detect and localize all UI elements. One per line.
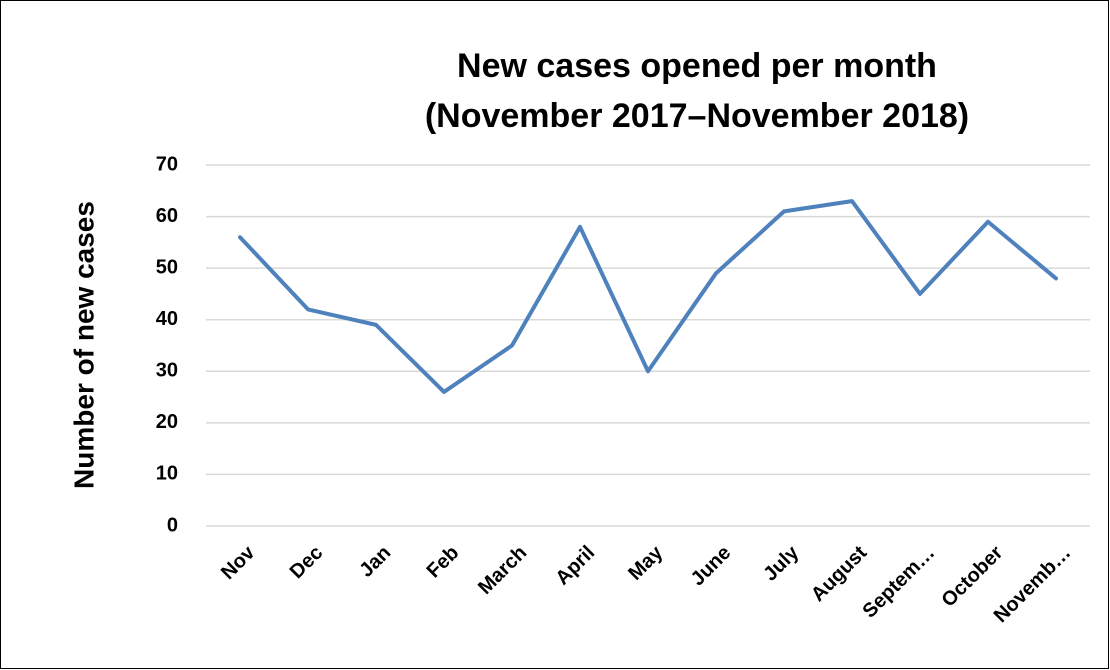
y-tick-label: 10 [156, 463, 178, 485]
y-axis-label: Number of new cases [68, 201, 99, 489]
y-tick-label: 0 [167, 514, 178, 536]
data-line [238, 199, 1058, 394]
y-tick-label: 40 [156, 308, 178, 330]
chart-subtitle: (November 2017–November 2018) [425, 97, 969, 135]
y-tick-label: 70 [156, 153, 178, 175]
y-tick-label: 50 [156, 256, 178, 278]
y-tick-label: 20 [156, 411, 178, 433]
chart-title: New cases opened per month [457, 47, 937, 85]
y-tick-label: 30 [156, 360, 178, 382]
y-tick-label: 60 [156, 205, 178, 227]
